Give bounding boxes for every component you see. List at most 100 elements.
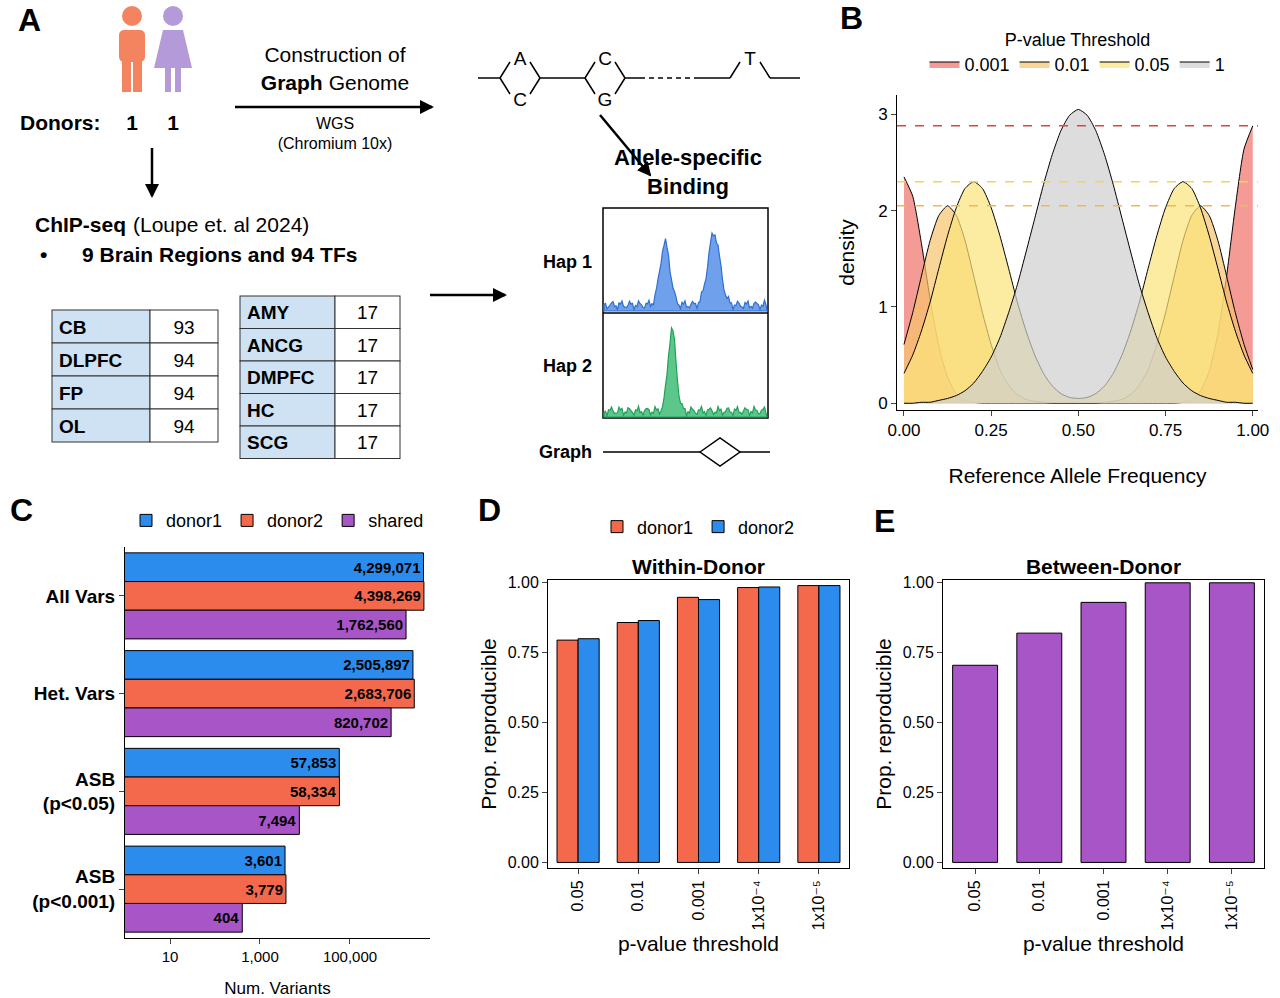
svg-text:3,601: 3,601 bbox=[244, 852, 282, 869]
svg-text:(Chromium 10x): (Chromium 10x) bbox=[278, 135, 393, 152]
svg-text:0.25: 0.25 bbox=[975, 421, 1008, 440]
svg-text:1x10⁻⁴: 1x10⁻⁴ bbox=[750, 880, 767, 930]
svg-text:SCG: SCG bbox=[247, 432, 288, 453]
svg-text:Allele-specific: Allele-specific bbox=[614, 145, 762, 170]
svg-text:shared: shared bbox=[368, 511, 423, 531]
svg-text:9 Brain Regions and 94 TFs: 9 Brain Regions and 94 TFs bbox=[82, 243, 357, 266]
svg-text:0.001: 0.001 bbox=[690, 880, 707, 920]
svg-text:ChIP-seq(Loupe et. al 2024): ChIP-seq(Loupe et. al 2024) bbox=[35, 213, 309, 236]
svg-text:17: 17 bbox=[357, 302, 378, 323]
svg-text:P-value Threshold: P-value Threshold bbox=[1005, 30, 1151, 50]
svg-text:1,000: 1,000 bbox=[241, 948, 279, 965]
svg-text:CB: CB bbox=[59, 317, 86, 338]
svg-text:DMPFC: DMPFC bbox=[247, 367, 315, 388]
svg-text:94: 94 bbox=[173, 383, 195, 404]
svg-text:donor1: donor1 bbox=[637, 518, 693, 538]
svg-text:2: 2 bbox=[878, 202, 887, 221]
svg-text:0.50: 0.50 bbox=[508, 714, 539, 731]
svg-text:0.01: 0.01 bbox=[1055, 55, 1090, 75]
svg-text:93: 93 bbox=[173, 317, 194, 338]
svg-text:17: 17 bbox=[357, 335, 378, 356]
svg-text:donor1: donor1 bbox=[166, 511, 222, 531]
svg-text:1: 1 bbox=[878, 298, 887, 317]
svg-text:0.75: 0.75 bbox=[903, 644, 934, 661]
svg-text:1: 1 bbox=[126, 111, 138, 134]
svg-text:3: 3 bbox=[878, 105, 887, 124]
svg-text:density: density bbox=[835, 219, 858, 286]
svg-text:7,494: 7,494 bbox=[258, 812, 296, 829]
svg-text:HC: HC bbox=[247, 400, 275, 421]
svg-text:0.00: 0.00 bbox=[508, 854, 539, 871]
svg-text:All Vars: All Vars bbox=[45, 586, 115, 607]
svg-text:Reference Allele Frequency: Reference Allele Frequency bbox=[949, 464, 1207, 487]
svg-text:Hap 2: Hap 2 bbox=[543, 356, 592, 376]
svg-text:OL: OL bbox=[59, 416, 86, 437]
svg-text:0.25: 0.25 bbox=[903, 784, 934, 801]
svg-text:•: • bbox=[40, 243, 47, 266]
svg-text:2,683,706: 2,683,706 bbox=[345, 685, 412, 702]
svg-text:0: 0 bbox=[878, 394, 887, 413]
svg-text:94: 94 bbox=[173, 350, 195, 371]
svg-text:donor2: donor2 bbox=[267, 511, 323, 531]
svg-text:0.001: 0.001 bbox=[1095, 880, 1112, 920]
svg-text:donor2: donor2 bbox=[738, 518, 794, 538]
svg-text:820,702: 820,702 bbox=[334, 714, 388, 731]
svg-text:3,779: 3,779 bbox=[245, 881, 283, 898]
svg-text:T: T bbox=[744, 48, 756, 69]
svg-text:17: 17 bbox=[357, 400, 378, 421]
svg-text:0.05: 0.05 bbox=[966, 880, 983, 911]
svg-text:0.75: 0.75 bbox=[508, 644, 539, 661]
svg-text:1,762,560: 1,762,560 bbox=[336, 616, 403, 633]
svg-text:94: 94 bbox=[173, 416, 195, 437]
svg-text:1: 1 bbox=[1215, 55, 1225, 75]
svg-text:1.00: 1.00 bbox=[903, 574, 934, 591]
svg-text:100,000: 100,000 bbox=[323, 948, 377, 965]
svg-text:ASB(p<0.001): ASB(p<0.001) bbox=[32, 866, 115, 912]
svg-text:1x10⁻⁵: 1x10⁻⁵ bbox=[1223, 880, 1240, 930]
svg-text:0.01: 0.01 bbox=[1031, 880, 1048, 911]
svg-text:404: 404 bbox=[214, 909, 240, 926]
svg-text:1x10⁻⁵: 1x10⁻⁵ bbox=[810, 880, 827, 930]
svg-text:Num. Variants: Num. Variants bbox=[224, 979, 330, 998]
svg-text:A: A bbox=[514, 48, 527, 69]
svg-text:p-value threshold: p-value threshold bbox=[618, 932, 779, 955]
svg-text:10: 10 bbox=[162, 948, 179, 965]
svg-text:17: 17 bbox=[357, 432, 378, 453]
svg-text:GraphGenome: GraphGenome bbox=[261, 71, 409, 94]
svg-text:0.25: 0.25 bbox=[508, 784, 539, 801]
svg-text:58,334: 58,334 bbox=[290, 783, 337, 800]
svg-text:Het. Vars: Het. Vars bbox=[34, 683, 115, 704]
svg-text:C: C bbox=[513, 89, 527, 110]
svg-text:C: C bbox=[598, 48, 612, 69]
svg-text:4,398,269: 4,398,269 bbox=[354, 587, 421, 604]
svg-text:ANCG: ANCG bbox=[247, 335, 303, 356]
svg-text:Graph: Graph bbox=[539, 442, 592, 462]
svg-text:Prop. reproducible: Prop. reproducible bbox=[872, 638, 895, 810]
svg-text:57,853: 57,853 bbox=[290, 754, 336, 771]
svg-text:0.50: 0.50 bbox=[1062, 421, 1095, 440]
svg-text:0.05: 0.05 bbox=[569, 880, 586, 911]
svg-text:0.001: 0.001 bbox=[965, 55, 1010, 75]
svg-text:2,505,897: 2,505,897 bbox=[343, 656, 410, 673]
svg-text:AMY: AMY bbox=[247, 302, 290, 323]
svg-text:1.00: 1.00 bbox=[508, 574, 539, 591]
svg-text:4,299,071: 4,299,071 bbox=[354, 559, 421, 576]
svg-text:0.05: 0.05 bbox=[1135, 55, 1170, 75]
svg-text:1: 1 bbox=[167, 111, 179, 134]
svg-text:WGS: WGS bbox=[316, 115, 354, 132]
svg-text:DLPFC: DLPFC bbox=[59, 350, 123, 371]
svg-text:FP: FP bbox=[59, 383, 84, 404]
svg-text:Binding: Binding bbox=[647, 174, 729, 199]
svg-text:17: 17 bbox=[357, 367, 378, 388]
svg-text:Hap 1: Hap 1 bbox=[543, 252, 592, 272]
svg-text:Construction of: Construction of bbox=[264, 43, 405, 66]
svg-text:p-value threshold: p-value threshold bbox=[1023, 932, 1184, 955]
svg-text:1.00: 1.00 bbox=[1236, 421, 1269, 440]
svg-text:0.75: 0.75 bbox=[1149, 421, 1182, 440]
svg-text:Donors:: Donors: bbox=[20, 111, 101, 134]
svg-text:0.01: 0.01 bbox=[630, 880, 647, 911]
svg-text:ASB(p<0.05): ASB(p<0.05) bbox=[43, 769, 115, 815]
svg-text:1x10⁻⁴: 1x10⁻⁴ bbox=[1159, 880, 1176, 930]
svg-text:G: G bbox=[598, 89, 613, 110]
svg-text:Within-Donor: Within-Donor bbox=[632, 555, 765, 578]
